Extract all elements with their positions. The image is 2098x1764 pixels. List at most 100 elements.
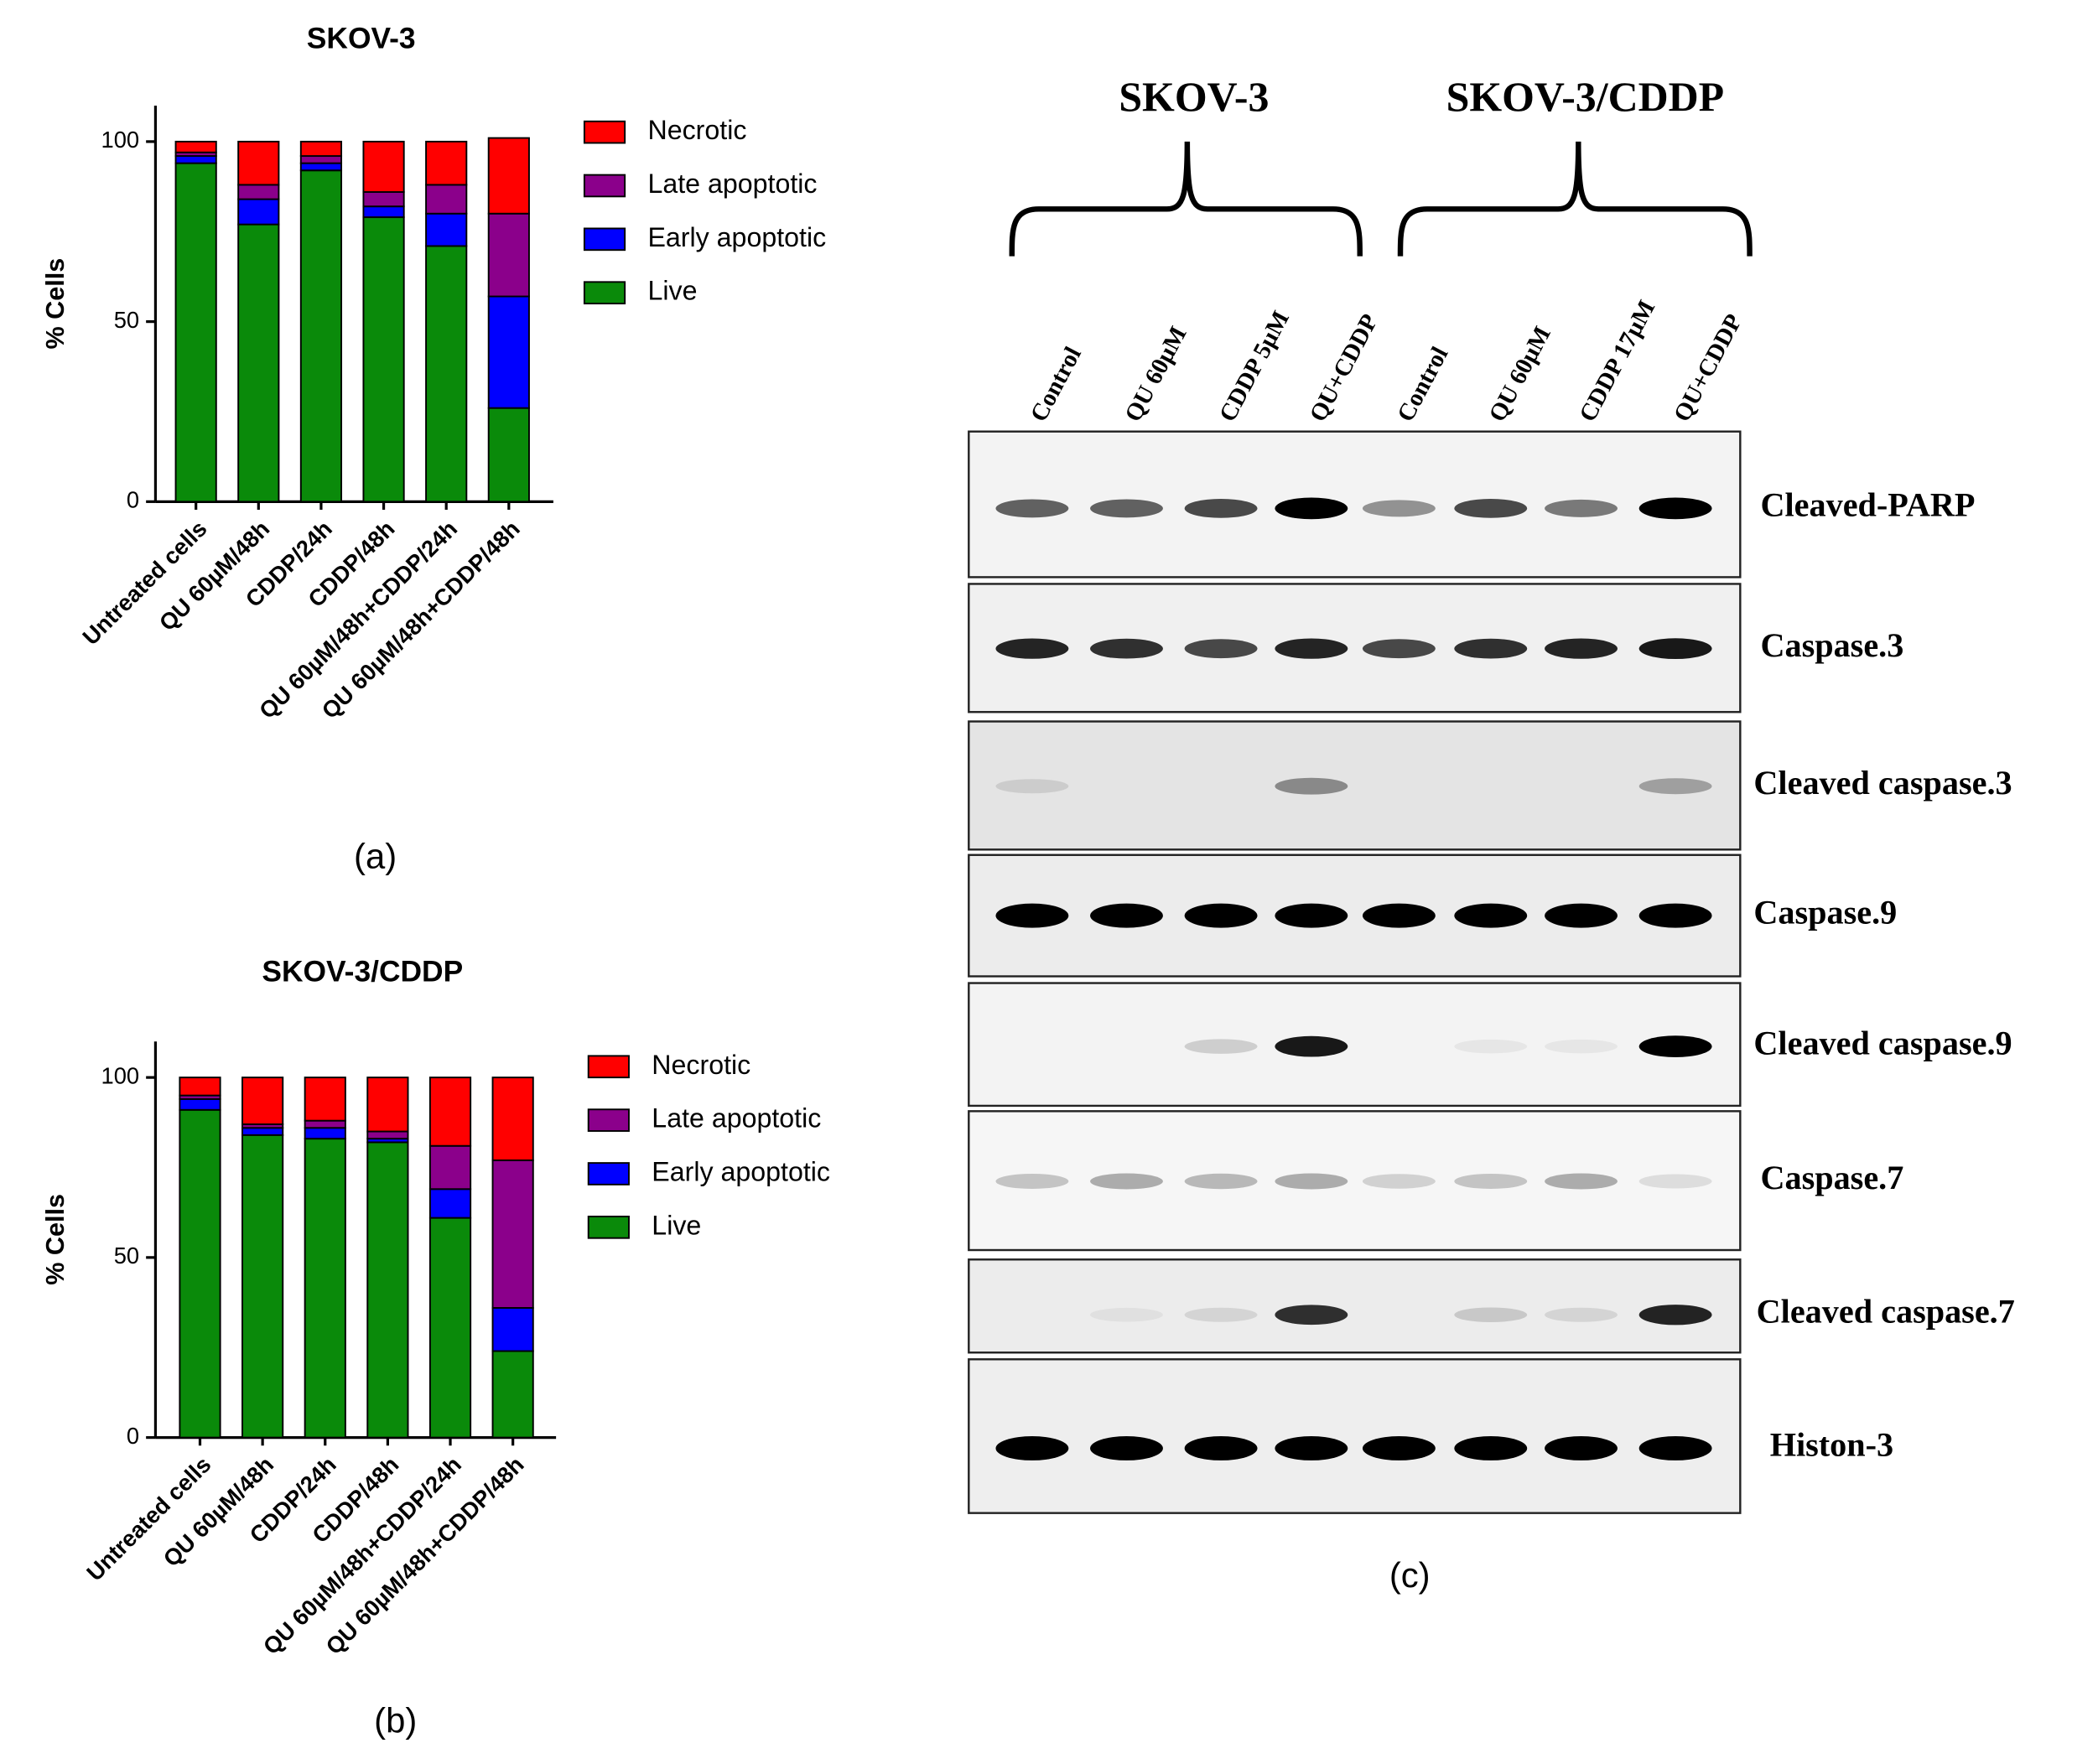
band <box>1184 498 1258 518</box>
bar-segment <box>362 140 405 193</box>
y-tick-label: 100 <box>101 127 140 153</box>
band <box>1454 1435 1528 1460</box>
band <box>1454 1307 1528 1322</box>
group-label: SKOV-3 <box>1119 74 1269 120</box>
lane-label: QU 60µM <box>1119 322 1192 426</box>
bar-segment <box>425 212 468 247</box>
legend-swatch <box>587 1055 630 1079</box>
band <box>1090 1173 1163 1190</box>
legend-label: Necrotic <box>652 1050 750 1080</box>
y-tick-label: 0 <box>127 487 139 513</box>
band <box>1090 1435 1163 1460</box>
legend-swatch <box>583 174 626 198</box>
band <box>1275 1173 1348 1190</box>
legend-swatch <box>587 1215 630 1239</box>
band <box>1638 1305 1712 1326</box>
blot-panel <box>968 982 1742 1108</box>
blot-panel <box>968 1358 1742 1514</box>
bar-segment <box>425 245 468 503</box>
bar-segment <box>362 191 405 208</box>
band <box>1275 497 1348 520</box>
band <box>1362 1435 1436 1460</box>
band <box>995 1435 1069 1460</box>
band <box>1454 638 1528 659</box>
bar-segment <box>425 140 468 186</box>
band <box>1545 903 1618 928</box>
band <box>1638 638 1712 660</box>
protein-label: Cleaved caspase.3 <box>1753 764 2012 802</box>
band <box>1275 1435 1348 1460</box>
bar-segment <box>428 1217 472 1439</box>
protein-label: Cleaved caspase.9 <box>1753 1024 2012 1061</box>
y-tick-label: 50 <box>114 1243 139 1269</box>
band <box>1454 1173 1528 1189</box>
band <box>1090 638 1163 659</box>
lane-label: CDDP 17µM <box>1574 296 1660 426</box>
bar-segment <box>304 1138 346 1439</box>
band <box>1545 499 1618 517</box>
bar-segment <box>366 1141 409 1439</box>
blot-panel <box>968 720 1742 851</box>
bar-segment <box>425 184 468 215</box>
band <box>1275 638 1348 659</box>
panel-label: (a) <box>354 837 397 876</box>
bar-segment <box>237 184 280 200</box>
chart-title: SKOV-3 <box>307 23 416 55</box>
band <box>995 1173 1069 1189</box>
bar-segment <box>299 155 343 164</box>
panel-label: (c) <box>1389 1555 1431 1595</box>
band <box>1638 778 1712 795</box>
protein-label: Histon-3 <box>1770 1426 1893 1464</box>
bar-segment <box>428 1188 472 1219</box>
band <box>1638 1035 1712 1058</box>
bar-segment <box>299 169 343 503</box>
band <box>1362 639 1436 659</box>
bar-segment <box>174 162 217 503</box>
bar-segment <box>241 1127 284 1136</box>
lane-label: QU 60µM <box>1484 322 1556 426</box>
band <box>995 903 1069 928</box>
legend-label: Live <box>647 276 697 306</box>
band <box>1184 639 1258 659</box>
bar-segment <box>237 198 280 226</box>
bar-segment <box>491 1307 534 1352</box>
band <box>1275 777 1348 795</box>
band <box>1184 1435 1258 1460</box>
blot-panel <box>968 583 1742 713</box>
band <box>1362 500 1436 517</box>
legend-swatch <box>587 1162 630 1186</box>
band <box>1454 903 1528 928</box>
bar-segment <box>237 140 280 186</box>
legend-label: Late apoptotic <box>652 1103 821 1134</box>
panel-label: (b) <box>374 1701 417 1741</box>
y-tick-label: 0 <box>127 1423 139 1449</box>
bar-segment <box>366 1077 409 1133</box>
bar-segment <box>487 295 530 409</box>
bar-segment <box>487 212 530 298</box>
bar-segment <box>491 1159 534 1309</box>
band <box>1362 903 1436 928</box>
band <box>1184 1039 1258 1054</box>
lane-label: QU+CDDP <box>1305 309 1384 426</box>
band <box>1090 903 1163 928</box>
group-label: SKOV-3/CDDP <box>1446 74 1724 120</box>
lane-label: Control <box>1026 343 1087 427</box>
legend-label: Early apoptotic <box>647 222 826 252</box>
bar-segment <box>491 1350 534 1439</box>
bar-segment <box>237 223 280 503</box>
band <box>1454 1039 1528 1054</box>
bar-segment <box>174 140 217 153</box>
bar-segment <box>179 1077 221 1097</box>
band <box>1638 1174 1712 1189</box>
band <box>1638 903 1712 928</box>
band <box>1545 1173 1618 1190</box>
y-axis-label: % Cells <box>41 1194 70 1285</box>
y-tick-label: 50 <box>114 307 139 333</box>
band <box>1638 1435 1712 1460</box>
band <box>1090 499 1163 518</box>
lane-label: Control <box>1392 343 1453 427</box>
legend-label: Late apoptotic <box>647 169 817 199</box>
band <box>1184 1173 1258 1190</box>
